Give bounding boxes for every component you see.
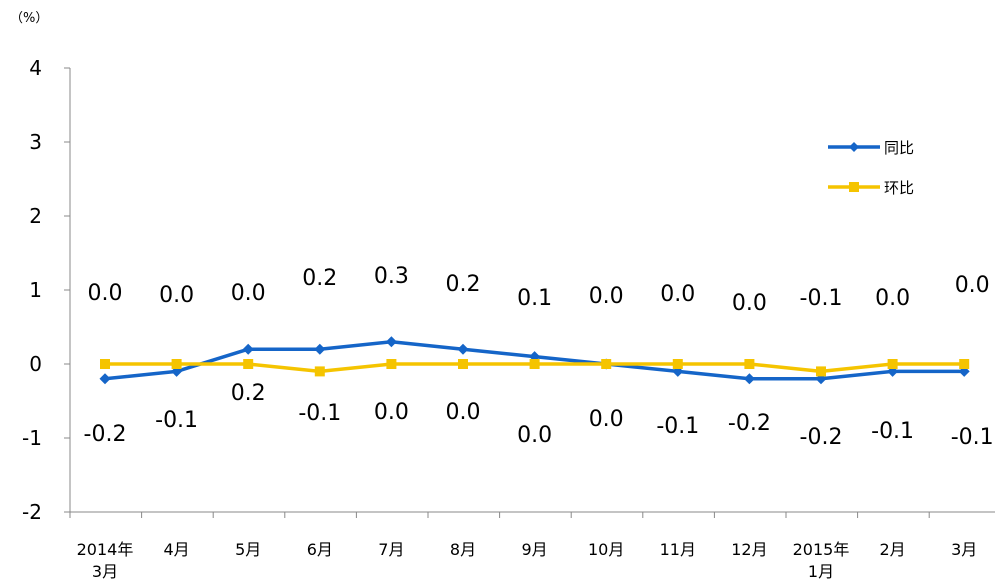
- data-label: 0.3: [374, 264, 409, 289]
- x-tick-label: 8月: [450, 540, 476, 559]
- data-point: [959, 359, 970, 369]
- data-label: 0.2: [302, 266, 337, 291]
- axes: -2 -1 0 1 2 3 4 2014年 3月 4月 5月 6月 7月 8月 9月 10月 11月 12月 201…: [22, 56, 995, 581]
- data-point: [529, 359, 540, 369]
- data-label: -0.1: [871, 419, 914, 444]
- data-point: [99, 373, 111, 385]
- y-tick-label: 1: [29, 278, 42, 302]
- data-label: -0.1: [656, 414, 699, 439]
- data-point: [457, 343, 469, 355]
- data-label: -0.2: [728, 411, 771, 436]
- data-point: [743, 373, 755, 385]
- data-label: 0.0: [517, 423, 552, 448]
- series-layer: [99, 336, 970, 385]
- data-label: -0.1: [951, 425, 994, 450]
- data-label: 0.0: [955, 273, 990, 298]
- data-label: -0.1: [800, 286, 843, 311]
- data-point: [744, 359, 755, 369]
- data-point: [458, 359, 468, 369]
- x-tick-label: 10月: [588, 540, 624, 559]
- legend-label: 环比: [884, 179, 914, 197]
- data-point: [314, 366, 325, 377]
- legend-label: 同比: [884, 139, 914, 157]
- data-label: 0.0: [159, 283, 194, 308]
- data-label: 0.0: [231, 281, 266, 306]
- data-label: 0.2: [446, 272, 481, 297]
- y-tick-label: 2: [29, 204, 42, 228]
- data-label: -0.1: [155, 408, 198, 433]
- x-tick-label: 6月: [307, 540, 333, 559]
- data-point: [816, 366, 826, 377]
- legend-marker: [849, 142, 859, 152]
- x-tick-label: 5月: [235, 540, 261, 559]
- y-tick-label: 4: [29, 56, 42, 80]
- x-tick-label: 11月: [660, 540, 696, 559]
- y-unit-label: （%）: [10, 11, 48, 26]
- data-point: [672, 359, 683, 369]
- data-label: 0.2: [231, 381, 266, 406]
- data-label: 0.0: [660, 282, 695, 307]
- y-tick-label: -2: [22, 500, 42, 524]
- y-tick-label: -1: [22, 426, 42, 450]
- y-tick-label: 3: [29, 130, 42, 154]
- data-label: 0.0: [589, 407, 624, 432]
- data-label: -0.2: [800, 425, 843, 450]
- data-point: [386, 359, 397, 369]
- data-label: -0.2: [84, 422, 127, 447]
- data-label: 0.0: [374, 400, 409, 425]
- x-tick-label: 1月: [808, 562, 834, 581]
- data-point: [243, 359, 254, 369]
- data-label: 0.1: [517, 286, 552, 311]
- y-tick-label: 0: [29, 352, 42, 376]
- x-tick-label: 7月: [378, 540, 404, 559]
- x-tick-label: 2015年: [793, 540, 850, 559]
- data-label: 0.0: [446, 400, 481, 425]
- x-tick-label: 12月: [731, 540, 767, 559]
- data-point: [887, 359, 898, 369]
- x-tick-label: 2月: [880, 540, 906, 559]
- data-point: [385, 336, 397, 348]
- x-tick-label: 3月: [92, 562, 118, 581]
- data-point: [601, 359, 612, 369]
- x-tick-label: 9月: [522, 540, 548, 559]
- x-tick-label: 4月: [164, 540, 190, 559]
- legend-marker: [849, 182, 859, 192]
- data-label: -0.1: [298, 401, 341, 426]
- data-label: 0.0: [589, 284, 624, 309]
- data-point: [171, 359, 182, 369]
- data-point: [314, 343, 326, 355]
- x-tick-label: 2014年: [77, 540, 134, 559]
- data-point: [242, 343, 254, 355]
- data-labels: 0.0 -0.2 0.0 -0.1 0.0 0.2 0.2 -0.1 0.3 0.0 0.2 0.0 0…: [84, 264, 994, 450]
- data-label: 0.0: [875, 286, 910, 311]
- data-point: [100, 359, 110, 369]
- data-label: 0.0: [88, 281, 123, 306]
- x-tick-label: 3月: [951, 540, 977, 559]
- data-label: 0.0: [732, 291, 767, 316]
